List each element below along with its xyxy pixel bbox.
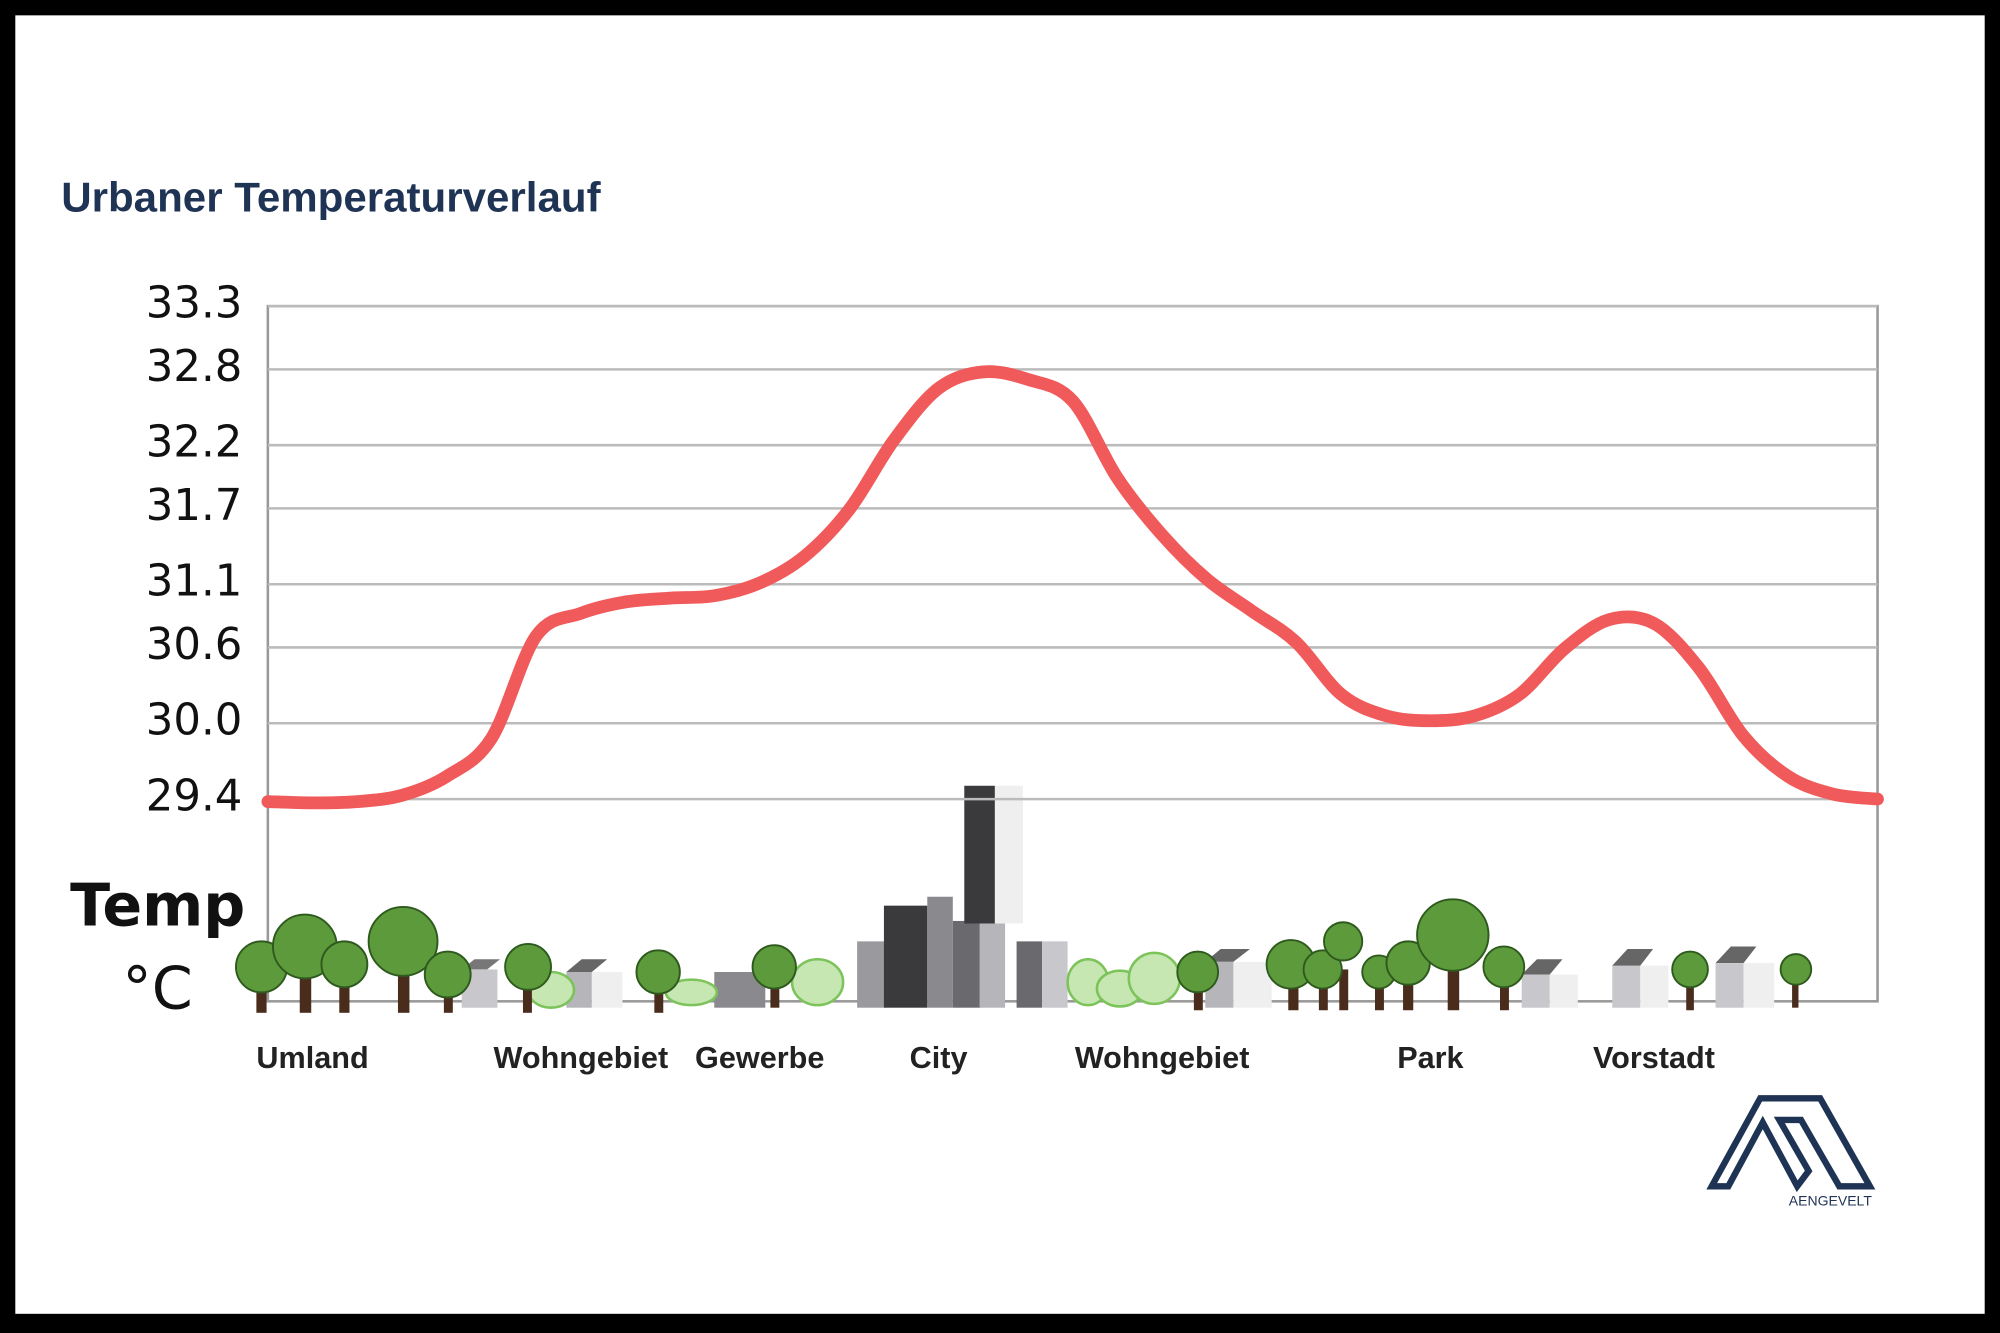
y-tick-label: 30.6 [146, 620, 243, 670]
y-axis-label: °C [122, 955, 192, 1023]
temperature-line [261, 365, 1884, 810]
y-tick-label: 29.4 [146, 772, 243, 822]
x-tick-label: Wohngebiet [494, 1041, 669, 1075]
y-axis-label: Temp [70, 872, 245, 940]
logo: AENGEVELT [1706, 1095, 1876, 1208]
y-tick-label: 33.3 [146, 279, 243, 329]
x-tick-label: Vorstadt [1593, 1041, 1715, 1075]
x-tick-label: City [910, 1041, 968, 1075]
x-tick-label: Wohngebiet [1075, 1041, 1250, 1075]
y-tick-label: 31.1 [146, 557, 243, 607]
y-tick-label: 32.8 [146, 342, 243, 392]
slide-background [15, 15, 1985, 1314]
y-tick-label: 30.0 [146, 696, 243, 746]
city-illustration [235, 785, 1813, 1013]
x-tick-label: Park [1397, 1041, 1464, 1075]
logo-text: AENGEVELT [1789, 1192, 1873, 1208]
x-tick-label: Umland [256, 1041, 368, 1075]
y-tick-label: 32.2 [146, 418, 243, 468]
y-tick-label: 31.7 [146, 481, 243, 531]
chart-title: Urbaner Temperaturverlauf [61, 173, 601, 220]
x-tick-label: Gewerbe [695, 1041, 824, 1075]
